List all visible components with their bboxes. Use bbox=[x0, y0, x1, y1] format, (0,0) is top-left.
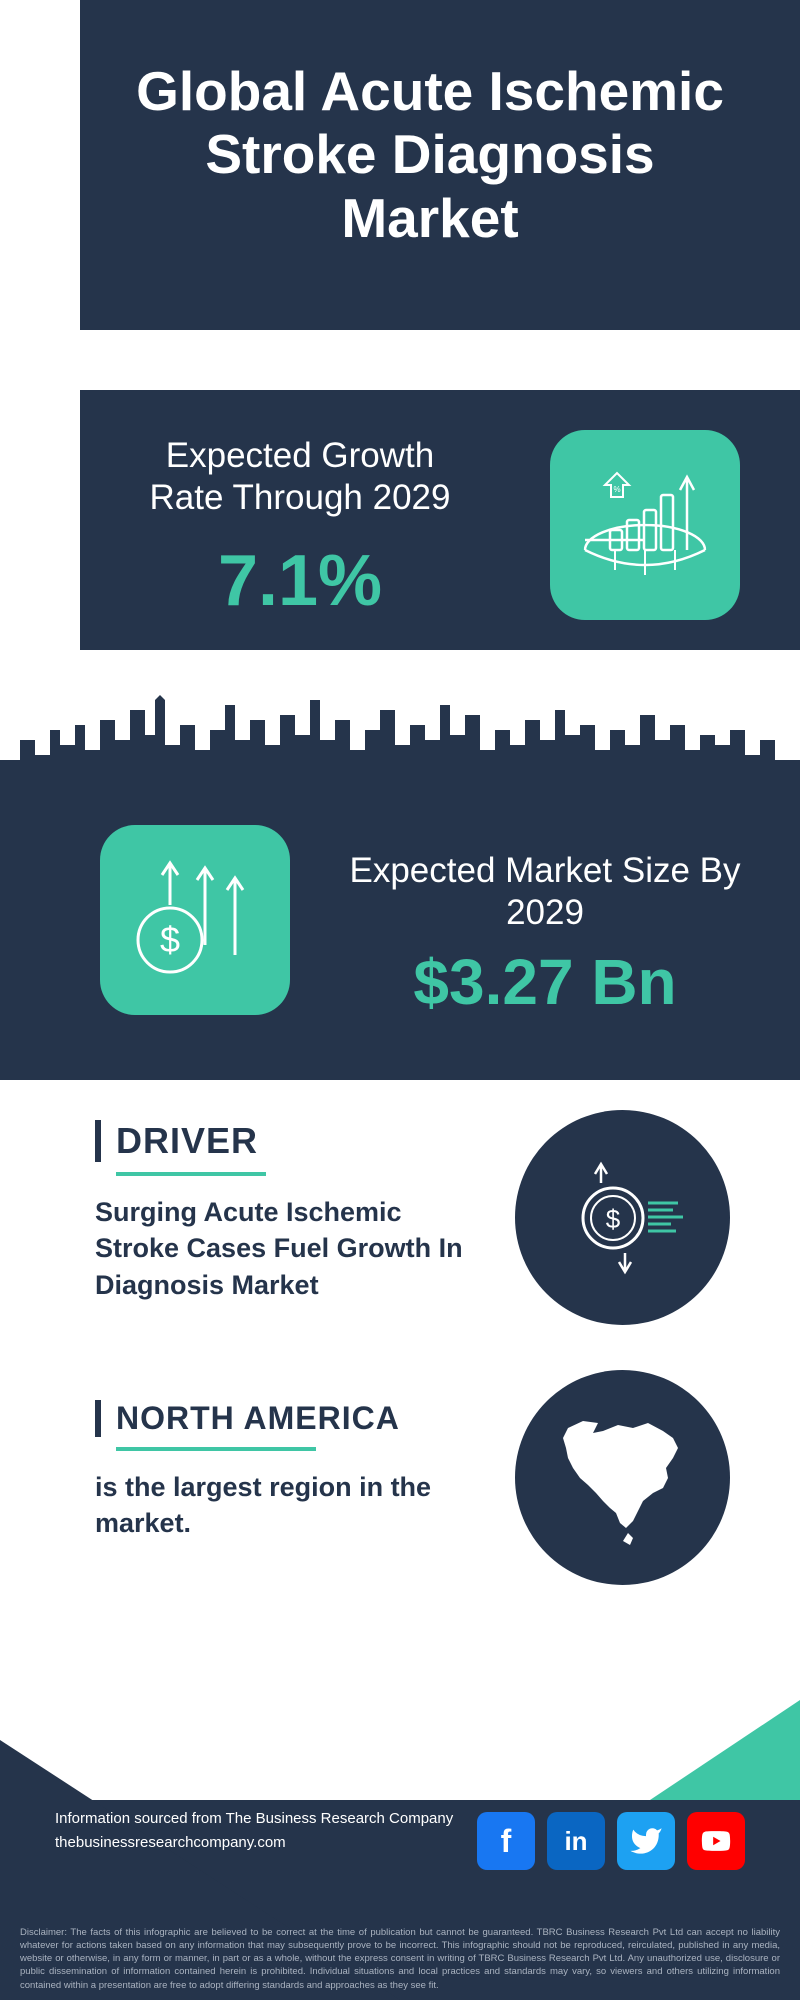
market-value: $3.27 Bn bbox=[330, 945, 760, 1019]
skyline-section bbox=[0, 670, 800, 810]
growth-chart-icon: % bbox=[575, 455, 715, 595]
region-text: is the largest region in the market. bbox=[95, 1469, 485, 1542]
main-title: Global Acute Ischemic Stroke Diagnosis M… bbox=[120, 60, 740, 250]
market-section: $ Expected Market Size By 2029 $3.27 Bn bbox=[0, 810, 800, 1080]
region-icon-container bbox=[515, 1370, 730, 1585]
dollar-arrows-icon: $ bbox=[120, 845, 270, 995]
footer-section: Information sourced from The Business Re… bbox=[0, 1660, 800, 2000]
driver-underline bbox=[116, 1172, 266, 1176]
market-label: Expected Market Size By 2029 bbox=[330, 850, 760, 934]
facebook-icon[interactable]: f bbox=[477, 1812, 535, 1870]
svg-text:%: % bbox=[613, 485, 620, 494]
growth-value: 7.1% bbox=[130, 540, 470, 622]
source-line1: Information sourced from The Business Re… bbox=[55, 1807, 453, 1831]
linkedin-icon[interactable]: in bbox=[547, 1812, 605, 1870]
growth-section: Expected Growth Rate Through 2029 7.1% % bbox=[0, 390, 800, 670]
svg-text:$: $ bbox=[605, 1204, 620, 1234]
region-underline bbox=[116, 1447, 316, 1451]
region-section: NORTH AMERICA is the largest region in t… bbox=[0, 1370, 800, 1670]
svg-text:$: $ bbox=[160, 919, 180, 960]
source-attribution: Information sourced from The Business Re… bbox=[55, 1807, 453, 1855]
money-flow-icon: $ bbox=[553, 1148, 693, 1288]
driver-text: Surging Acute Ischemic Stroke Cases Fuel… bbox=[95, 1194, 485, 1303]
north-america-map-icon bbox=[538, 1393, 708, 1563]
source-line2: thebusinessresearchcompany.com bbox=[55, 1831, 453, 1855]
growth-icon-container: % bbox=[550, 430, 740, 620]
driver-section: DRIVER Surging Acute Ischemic Stroke Cas… bbox=[0, 1080, 800, 1370]
city-skyline-icon bbox=[0, 690, 800, 810]
disclaimer-text: Disclaimer: The facts of this infographi… bbox=[20, 1926, 780, 1992]
title-section: Global Acute Ischemic Stroke Diagnosis M… bbox=[0, 0, 800, 390]
twitter-icon[interactable] bbox=[617, 1812, 675, 1870]
driver-icon-container: $ bbox=[515, 1110, 730, 1325]
social-icons-container: f in bbox=[477, 1812, 745, 1870]
youtube-icon[interactable] bbox=[687, 1812, 745, 1870]
market-icon-container: $ bbox=[100, 825, 290, 1015]
growth-label: Expected Growth Rate Through 2029 bbox=[130, 435, 470, 519]
